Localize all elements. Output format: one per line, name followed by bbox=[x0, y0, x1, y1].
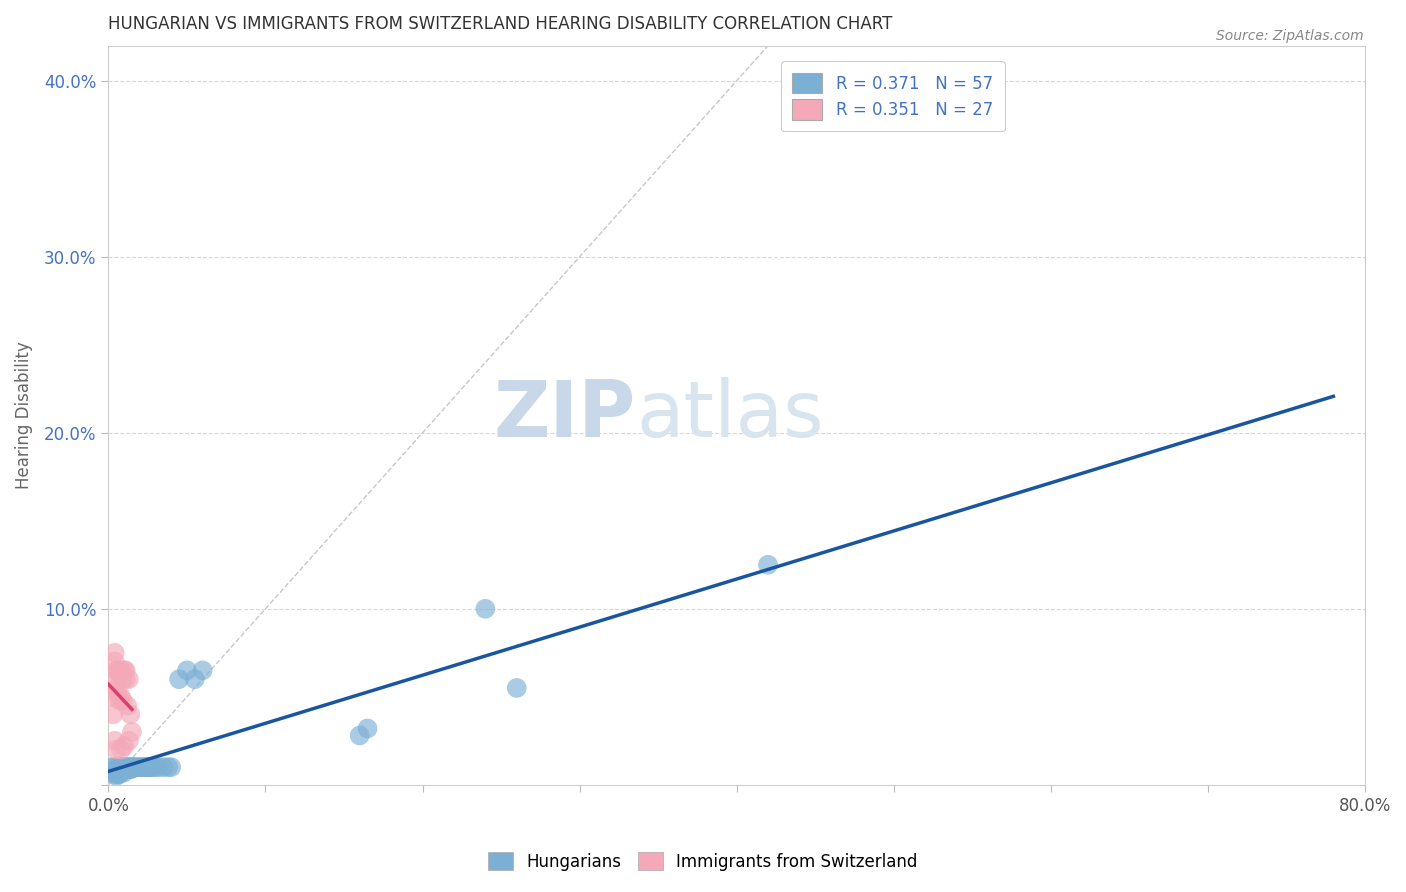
Hungarians bbox=[145, 760, 167, 774]
Immigrants from Switzerland bbox=[104, 655, 127, 669]
Hungarians bbox=[101, 764, 124, 778]
Immigrants from Switzerland bbox=[110, 690, 132, 704]
Hungarians bbox=[111, 760, 134, 774]
Hungarians bbox=[160, 760, 183, 774]
Hungarians bbox=[191, 664, 214, 678]
Immigrants from Switzerland bbox=[111, 693, 134, 707]
Hungarians bbox=[114, 762, 136, 776]
Hungarians bbox=[108, 764, 131, 778]
Hungarians bbox=[152, 760, 174, 774]
Immigrants from Switzerland bbox=[105, 664, 128, 678]
Immigrants from Switzerland bbox=[105, 681, 128, 695]
Immigrants from Switzerland bbox=[114, 664, 136, 678]
Hungarians bbox=[118, 760, 141, 774]
Hungarians bbox=[120, 762, 142, 776]
Legend: Hungarians, Immigrants from Switzerland: Hungarians, Immigrants from Switzerland bbox=[479, 844, 927, 880]
Hungarians bbox=[135, 760, 157, 774]
Hungarians bbox=[108, 767, 131, 781]
Immigrants from Switzerland bbox=[111, 672, 134, 686]
Immigrants from Switzerland bbox=[114, 672, 136, 686]
Hungarians bbox=[104, 760, 127, 774]
Hungarians bbox=[356, 722, 378, 736]
Immigrants from Switzerland bbox=[110, 742, 132, 756]
Hungarians bbox=[121, 762, 143, 776]
Immigrants from Switzerland bbox=[120, 707, 142, 722]
Hungarians bbox=[148, 760, 170, 774]
Text: ZIP: ZIP bbox=[494, 377, 636, 453]
Immigrants from Switzerland bbox=[100, 675, 122, 690]
Immigrants from Switzerland bbox=[105, 742, 128, 756]
Hungarians bbox=[100, 760, 122, 774]
Hungarians bbox=[118, 762, 141, 776]
Immigrants from Switzerland bbox=[108, 666, 131, 681]
Immigrants from Switzerland bbox=[112, 739, 135, 753]
Immigrants from Switzerland bbox=[104, 646, 127, 660]
Hungarians bbox=[112, 762, 135, 776]
Hungarians bbox=[138, 760, 160, 774]
Hungarians bbox=[110, 765, 132, 780]
Immigrants from Switzerland bbox=[101, 690, 124, 704]
Immigrants from Switzerland bbox=[104, 733, 127, 747]
Hungarians bbox=[121, 760, 143, 774]
Hungarians bbox=[107, 764, 129, 778]
Hungarians bbox=[132, 760, 155, 774]
Immigrants from Switzerland bbox=[121, 725, 143, 739]
Hungarians bbox=[349, 729, 371, 743]
Hungarians bbox=[756, 558, 779, 572]
Hungarians bbox=[157, 760, 180, 774]
Hungarians bbox=[125, 760, 148, 774]
Immigrants from Switzerland bbox=[107, 664, 129, 678]
Hungarians bbox=[105, 764, 128, 778]
Hungarians bbox=[184, 672, 207, 686]
Immigrants from Switzerland bbox=[107, 686, 129, 700]
Immigrants from Switzerland bbox=[118, 733, 141, 747]
Hungarians bbox=[167, 672, 190, 686]
Text: Source: ZipAtlas.com: Source: ZipAtlas.com bbox=[1216, 29, 1364, 44]
Hungarians bbox=[110, 764, 132, 778]
Hungarians bbox=[107, 760, 129, 774]
Hungarians bbox=[134, 760, 156, 774]
Hungarians bbox=[107, 767, 129, 781]
Hungarians bbox=[114, 760, 136, 774]
Hungarians bbox=[141, 760, 163, 774]
Hungarians bbox=[112, 765, 135, 780]
Text: HUNGARIAN VS IMMIGRANTS FROM SWITZERLAND HEARING DISABILITY CORRELATION CHART: HUNGARIAN VS IMMIGRANTS FROM SWITZERLAND… bbox=[108, 15, 893, 33]
Hungarians bbox=[127, 760, 149, 774]
Immigrants from Switzerland bbox=[108, 693, 131, 707]
Immigrants from Switzerland bbox=[101, 707, 124, 722]
Hungarians bbox=[110, 760, 132, 774]
Text: atlas: atlas bbox=[636, 377, 824, 453]
Hungarians bbox=[176, 664, 198, 678]
Hungarians bbox=[124, 760, 146, 774]
Hungarians bbox=[131, 760, 153, 774]
Hungarians bbox=[117, 760, 139, 774]
Hungarians bbox=[105, 769, 128, 783]
Hungarians bbox=[506, 681, 529, 695]
Legend: R = 0.371   N = 57, R = 0.351   N = 27: R = 0.371 N = 57, R = 0.351 N = 27 bbox=[780, 62, 1005, 131]
Immigrants from Switzerland bbox=[112, 664, 135, 678]
Hungarians bbox=[111, 764, 134, 778]
Hungarians bbox=[474, 601, 496, 615]
Hungarians bbox=[128, 760, 150, 774]
Hungarians bbox=[122, 760, 145, 774]
Hungarians bbox=[112, 760, 135, 774]
Hungarians bbox=[120, 760, 142, 774]
Hungarians bbox=[104, 767, 127, 781]
Immigrants from Switzerland bbox=[110, 664, 132, 678]
Immigrants from Switzerland bbox=[118, 672, 141, 686]
Hungarians bbox=[136, 760, 159, 774]
Hungarians bbox=[108, 760, 131, 774]
Immigrants from Switzerland bbox=[117, 698, 139, 713]
Hungarians bbox=[117, 762, 139, 776]
Hungarians bbox=[139, 760, 162, 774]
Y-axis label: Hearing Disability: Hearing Disability bbox=[15, 342, 32, 489]
